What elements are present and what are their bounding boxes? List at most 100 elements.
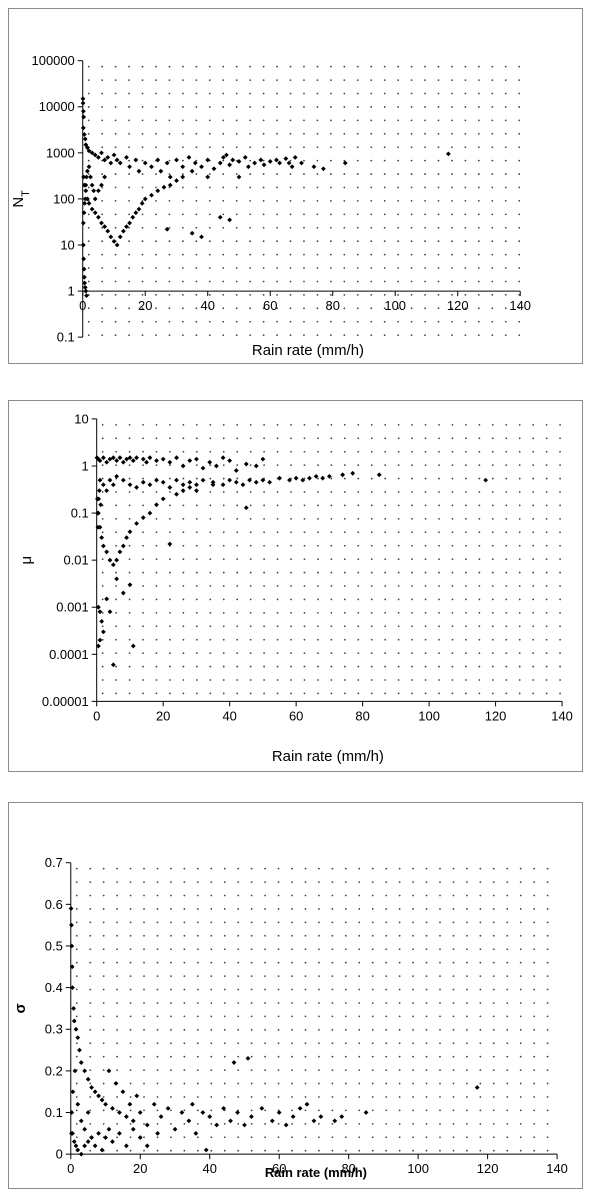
data-point: [99, 220, 104, 226]
data-point: [227, 477, 233, 483]
y-axis-title: μ: [18, 556, 35, 565]
data-point: [221, 1106, 227, 1111]
data-point: [75, 1147, 81, 1153]
data-point: [127, 1101, 133, 1107]
x-tick-label: 20: [138, 298, 152, 313]
data-point: [80, 96, 86, 102]
data-point: [68, 906, 74, 911]
data-point: [117, 1110, 122, 1115]
data-point: [133, 157, 139, 163]
data-point: [114, 458, 120, 463]
data-point: [85, 1139, 91, 1145]
data-point: [180, 482, 186, 488]
data-point: [161, 184, 167, 190]
data-point: [203, 1147, 209, 1153]
data-point: [186, 1118, 192, 1124]
data-point: [99, 1097, 105, 1103]
x-tick-label: 80: [341, 1161, 355, 1176]
data-point: [86, 201, 92, 206]
data-point: [287, 477, 292, 483]
data-point: [136, 206, 142, 212]
data-point: [217, 214, 223, 220]
data-point: [167, 182, 173, 188]
data-point: [100, 482, 106, 488]
data-point: [82, 136, 88, 142]
data-point: [85, 1076, 91, 1082]
data-point: [297, 1106, 303, 1111]
data-point: [235, 1110, 240, 1115]
data-point: [187, 458, 193, 463]
data-point: [110, 482, 116, 488]
data-point: [120, 459, 126, 465]
data-point: [147, 510, 153, 516]
y-tick-label: 10: [74, 411, 88, 426]
data-point: [102, 224, 108, 230]
x-tick-label: 100: [407, 1161, 429, 1176]
data-point: [97, 458, 103, 463]
data-point: [117, 234, 123, 240]
data-point: [92, 1143, 98, 1149]
data-points: [94, 455, 489, 668]
data-point: [84, 293, 89, 298]
data-point: [114, 576, 120, 582]
data-point: [258, 157, 264, 163]
data-point: [160, 456, 166, 462]
data-point: [144, 1122, 150, 1128]
data-point: [111, 239, 117, 244]
data-point: [167, 541, 173, 547]
data-point: [75, 1035, 81, 1040]
data-point: [342, 160, 348, 166]
x-tick-label: 0: [79, 298, 86, 313]
data-point: [130, 1126, 136, 1132]
data-point: [81, 274, 87, 280]
data-point: [137, 1135, 143, 1140]
data-point: [269, 1118, 275, 1124]
data-point: [72, 1068, 78, 1074]
data-point: [69, 943, 75, 949]
data-point: [73, 1026, 79, 1032]
data-point: [106, 1126, 112, 1132]
x-tick-label: 140: [551, 708, 573, 723]
data-point: [311, 1118, 317, 1124]
data-point: [114, 157, 120, 163]
data-point: [167, 459, 173, 465]
data-point: [89, 182, 95, 188]
data-point: [293, 475, 299, 481]
chart-panel-nt: 0.1 1 10 100 1000 10000 100000 0 20 40 60 80 100 120 1…: [8, 8, 583, 364]
data-point: [82, 201, 88, 206]
data-point: [95, 510, 101, 516]
data-point: [114, 557, 120, 563]
data-point: [127, 529, 133, 535]
data-point: [283, 156, 289, 162]
data-point: [186, 154, 192, 160]
data-point: [104, 488, 110, 494]
y-tick-label: 0.6: [45, 897, 63, 912]
data-point: [134, 521, 139, 526]
data-point: [95, 154, 101, 160]
data-point: [199, 234, 204, 240]
y-tick-label: 10000: [39, 99, 75, 114]
data-point: [283, 1122, 289, 1128]
x-tick-label: 20: [156, 708, 170, 723]
data-point: [158, 168, 164, 174]
x-axis-title: Rain rate (mm/h): [265, 1165, 367, 1180]
data-point: [130, 1118, 136, 1124]
data-point: [164, 160, 170, 166]
data-point: [140, 456, 146, 462]
data-point: [205, 174, 211, 180]
data-point: [207, 459, 213, 465]
data-point: [69, 922, 74, 928]
data-point: [200, 477, 206, 483]
data-point: [242, 154, 248, 160]
y-tick-label: 0: [56, 1147, 63, 1162]
data-point: [304, 1101, 310, 1107]
data-point: [127, 482, 133, 488]
chart-nt-vs-rain-rate: 0.1 1 10 100 1000 10000 100000 0 20 40 60 80 100 120 1…: [10, 53, 531, 359]
data-point: [78, 1151, 84, 1157]
data-point: [227, 217, 233, 223]
data-point: [97, 637, 103, 643]
data-point: [106, 1068, 112, 1074]
x-tick-label: 100: [418, 708, 440, 723]
data-point: [160, 479, 166, 485]
data-point: [123, 1143, 129, 1149]
